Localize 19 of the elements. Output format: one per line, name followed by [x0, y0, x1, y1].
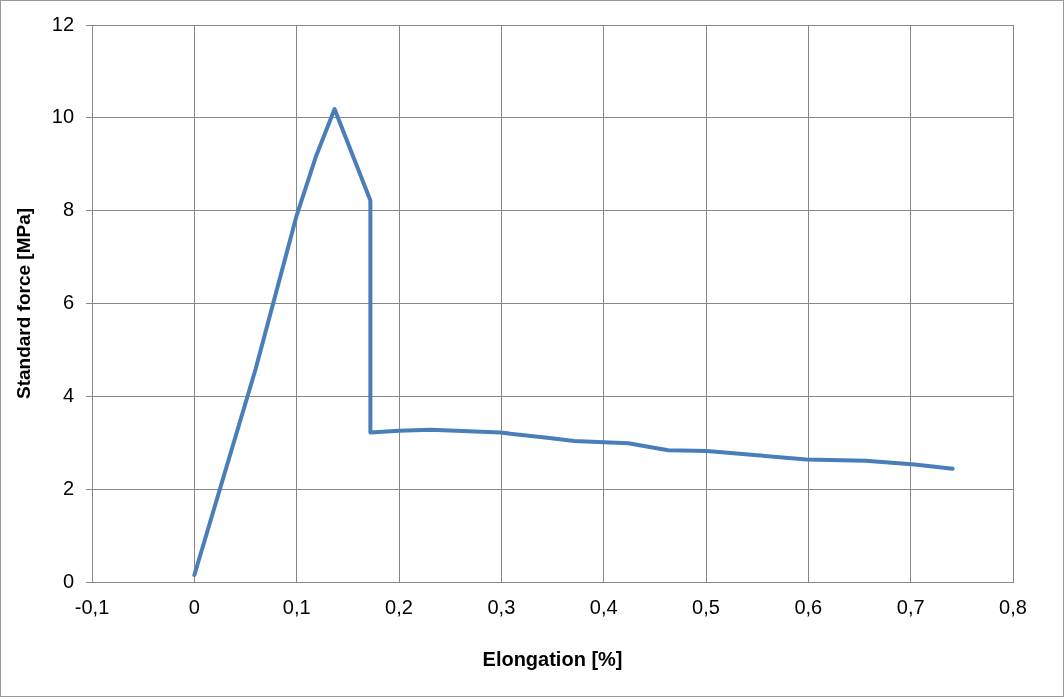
x-tick-label: 0,2: [385, 595, 413, 618]
y-tick-label: 10: [51, 105, 75, 128]
y-tick-label: 2: [62, 476, 75, 499]
x-tick-label: 0,7: [896, 595, 925, 618]
y-tick-label: 6: [62, 291, 75, 314]
y-tick-label: 8: [62, 198, 75, 221]
x-tick-label: 0: [188, 595, 200, 618]
x-tick-label: 0,4: [589, 595, 618, 618]
x-tick-label: 0,3: [487, 595, 516, 618]
y-tick-label: 12: [51, 12, 75, 35]
x-tick-label: 0,8: [999, 595, 1027, 618]
x-tick-label: 0,5: [692, 595, 720, 618]
y-tick-label: 0: [62, 569, 75, 592]
x-tick-label: 0,6: [794, 595, 823, 618]
x-tick-label: 0,1: [282, 595, 311, 618]
y-axis-title: Standard force [MPa]: [12, 207, 34, 400]
x-axis-title: Elongation [%]: [482, 647, 623, 670]
x-tick-label: -0,1: [74, 595, 110, 618]
y-tick-label: 4: [62, 383, 75, 406]
